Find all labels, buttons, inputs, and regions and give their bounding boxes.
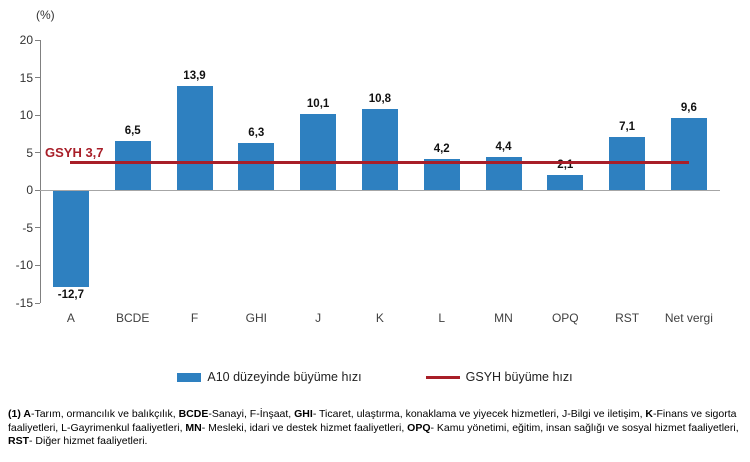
y-axis-tick [35, 302, 40, 304]
y-axis-tick-label: 20 [19, 33, 33, 47]
bar-value-label: 13,9 [183, 69, 206, 82]
y-axis-tick-label: 15 [19, 70, 33, 85]
footnote-segment: - Mesleki, idari ve destek hizmet faaliy… [201, 421, 408, 434]
zero-baseline [40, 190, 720, 192]
bar-value-label: 10,1 [306, 98, 330, 111]
bar-value-label: 6,5 [124, 125, 141, 138]
footnote-segment: (1) A [8, 408, 31, 420]
x-axis-category-label: A [66, 311, 75, 325]
y-axis-tick [35, 189, 40, 191]
legend-item-line-series: GSYH büyüme hızı [425, 370, 573, 384]
legend-line-swatch-icon [425, 375, 460, 379]
y-axis-tick [35, 39, 40, 41]
footnote-segment: OPQ [407, 421, 431, 434]
footnote-segment: RST [8, 435, 29, 447]
y-axis-tick [35, 77, 40, 79]
x-axis-category-label: RST [615, 311, 640, 325]
y-axis-tick [35, 114, 40, 116]
bar-value-label: 4,4 [495, 141, 512, 154]
bar [423, 158, 460, 191]
footnote-segment: - Diğer hizmet faaliyetleri. [29, 435, 148, 447]
bar [52, 191, 89, 287]
bar [176, 85, 213, 191]
footnote-segment: - Kamu yönetimi, eğitim, insan sağlığı v… [430, 421, 739, 434]
footnote-segment: GHI [294, 408, 313, 420]
bar [114, 141, 151, 191]
x-axis-category-label: BCDE [116, 311, 150, 325]
bar-value-label: -12,7 [57, 288, 84, 301]
footnote-segment: -Tarım, ormancılık ve balıkçılık, [30, 408, 179, 420]
footnote-segment: -Finans ve sigorta faaliyetleri, L-Gayri… [8, 408, 737, 434]
footnote-segment: BCDE [178, 408, 209, 420]
y-axis-tick [35, 152, 40, 154]
gdp-reference-label: GSYH 3,7 [45, 145, 104, 161]
bar-value-label: 7,1 [619, 120, 636, 133]
legend-item-bar-series: A10 düzeyinde büyüme hızı [177, 370, 362, 384]
y-axis-tick-label: -15 [15, 296, 33, 310]
y-axis-tick-label: 5 [26, 145, 33, 160]
gdp-reference-line [70, 160, 689, 164]
y-axis-tick-label: 10 [19, 108, 33, 123]
footnote-segment: - Ticaret, ulaştırma, konaklama ve yiyec… [312, 408, 646, 420]
bar [547, 174, 584, 191]
x-axis-category-label: GHI [245, 311, 267, 325]
bar-value-label: 6,3 [248, 126, 265, 139]
legend: A10 düzeyinde büyüme hızı GSYH büyüme hı… [0, 370, 750, 384]
x-axis-category-label: OPQ [551, 311, 579, 325]
x-axis-category-label: J [315, 311, 322, 325]
footnote: (1) A-Tarım, ormancılık ve balıkçılık, B… [8, 408, 745, 449]
y-axis-tick [35, 227, 40, 229]
bar [238, 142, 275, 191]
x-axis-category-label: K [375, 311, 384, 325]
y-axis-tick [35, 264, 40, 266]
bar-value-label: 9,6 [680, 102, 697, 115]
y-axis-tick-label: -10 [15, 258, 33, 273]
legend-bar-label: A10 düzeyinde büyüme hızı [207, 370, 362, 384]
x-axis-category-label: MN [494, 311, 513, 325]
bar [300, 114, 337, 191]
y-axis-tick-label: -5 [22, 220, 33, 235]
bar-value-label: 10,8 [368, 93, 392, 106]
bar [670, 118, 707, 191]
footnote-segment: K [645, 408, 654, 420]
x-axis-category-label: F [190, 311, 199, 325]
legend-bar-swatch-icon [177, 372, 202, 382]
legend-line-label: GSYH büyüme hızı [465, 370, 573, 384]
bar-value-label: 4,2 [433, 142, 450, 155]
x-axis-category-label: L [438, 311, 446, 325]
footnote-segment: -Sanayi, F-İnşaat, [208, 408, 295, 420]
plot-area: 20 15 10 5 0 -5 -10 -15 -12,7 A 6,5 BCDE 13,9 F 6,3 GHI… [15, 33, 720, 325]
x-axis-category-label: Net vergi [664, 311, 713, 325]
y-axis-unit-label: (%) [36, 8, 55, 22]
footnote-segment: MN [185, 421, 202, 434]
y-axis-line [40, 40, 41, 303]
y-axis-tick-label: 0 [26, 183, 33, 198]
bar [361, 109, 398, 191]
